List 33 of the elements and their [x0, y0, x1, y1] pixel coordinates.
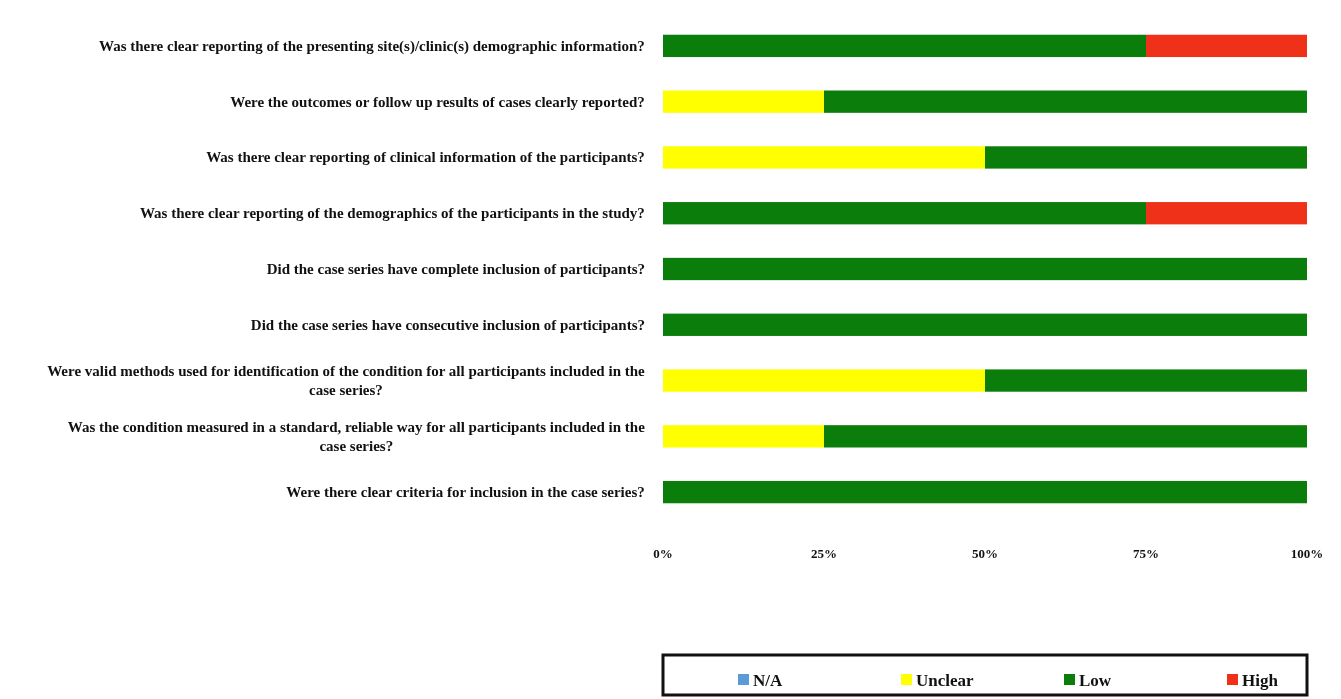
- y-tick-label: Were valid methods used for identification of the condition for all participants included in the case series?: [47, 363, 646, 399]
- y-tick-label: Was there clear reporting of the demographics of the participants in the study?: [139, 205, 645, 222]
- y-tick-label: Was there clear reporting of the presenting site(s)/clinic(s) demographic information?: [98, 37, 645, 55]
- bar: [663, 202, 1146, 225]
- legend-label: High: [1242, 670, 1279, 690]
- bar: [824, 90, 1307, 113]
- y-tick-label: Was the condition measured in a standard, reliable way for all participants included in the case series?: [67, 418, 646, 454]
- bar: [663, 480, 1307, 504]
- x-tick-label: 75%: [1133, 546, 1159, 561]
- y-tick-label: Was there clear reporting of clinical information of the participants?: [206, 149, 645, 166]
- bar: [663, 369, 985, 392]
- bar: [663, 313, 1307, 336]
- legend-label: N/A: [753, 670, 783, 690]
- bar: [663, 257, 1307, 281]
- x-tick-label: 0%: [653, 546, 673, 561]
- y-tick-label: Were there clear criteria for inclusion in the case series?: [286, 484, 645, 501]
- bar: [985, 369, 1307, 392]
- bar: [663, 425, 824, 448]
- bar: [663, 146, 985, 169]
- x-tick-label: 50%: [972, 546, 998, 561]
- legend-label: Low: [1079, 670, 1112, 690]
- bar: [1146, 202, 1307, 225]
- x-tick-label: 100%: [1290, 546, 1324, 561]
- x-tick-label: 25%: [811, 546, 837, 561]
- bar: [1146, 34, 1307, 58]
- y-tick-label: Did the case series have consecutive inclusion of participants?: [250, 316, 646, 333]
- legend-label: Unclear: [916, 670, 975, 690]
- y-tick-label: Did the case series have complete inclusion of participants?: [266, 261, 645, 277]
- bar: [985, 146, 1307, 169]
- bar: [663, 90, 824, 113]
- bar: [663, 34, 1146, 58]
- bar: [824, 425, 1307, 448]
- y-tick-label: Were the outcomes or follow up results of cases clearly reported?: [230, 93, 645, 110]
